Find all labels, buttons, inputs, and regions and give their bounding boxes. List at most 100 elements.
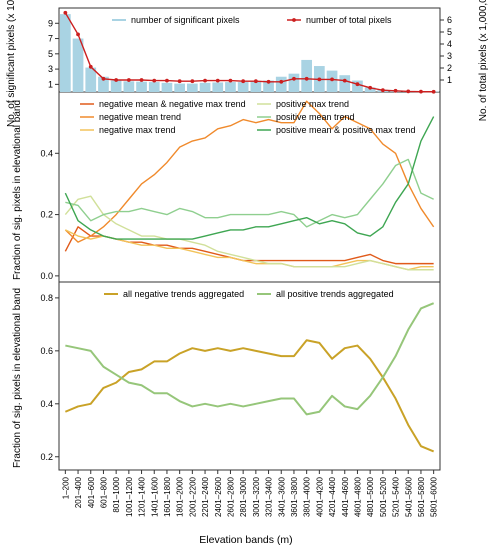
x-tick-label: 4601–4800 (353, 476, 362, 517)
x-tick-label: 2801–3000 (239, 476, 248, 517)
significant-pixels-bar (364, 87, 376, 92)
total-pixels-point (292, 76, 296, 81)
significant-pixels-bar (275, 76, 287, 92)
y-tick-label: 7 (48, 34, 53, 44)
x-tick-label: 3001–3200 (252, 476, 261, 517)
series-line (64, 339, 435, 453)
y-tick-label: 0.8 (40, 293, 53, 303)
total-pixels-point (419, 89, 423, 94)
legend-label: negative max trend (99, 125, 176, 135)
x-tick-label: 601–800 (99, 476, 108, 508)
x-tick-label: 1601–1800 (163, 476, 172, 517)
x-tick-label: 3201–3400 (265, 476, 274, 517)
significant-pixels-bar (136, 81, 147, 92)
total-pixels-point (380, 88, 385, 93)
y2-axis-title-panel-1: No. of total pixels (x 1,000,000) (478, 0, 489, 121)
total-pixels-point (152, 78, 157, 83)
legend-label: positive mean & positive max trend (276, 125, 416, 135)
x-tick-label: 4401–4600 (341, 476, 350, 517)
x-tick-label: 2201–2400 (201, 476, 210, 517)
y2-tick-label: 6 (447, 15, 452, 25)
total-pixels-point (228, 78, 233, 83)
legend-label: number of total pixels (306, 15, 392, 25)
significant-pixels-bar (85, 67, 97, 92)
significant-pixels-bar (301, 59, 312, 92)
y2-tick-label: 3 (447, 51, 452, 61)
total-pixels-point (368, 85, 373, 90)
significant-pixels-bar (174, 83, 185, 92)
significant-pixels-bar (98, 76, 109, 92)
total-pixels-point (126, 78, 131, 82)
axis-titles: Elevation bands (m) No. of significant p… (6, 0, 489, 546)
legends: number of significant pixels number of to… (80, 15, 416, 299)
y-axis-title-panel-2: Fraction of sig. pixels in elevational b… (12, 100, 23, 280)
significant-pixels-bar (326, 70, 338, 92)
x-tick-label: 2001–2200 (188, 476, 197, 517)
total-pixels-line (64, 12, 434, 93)
total-pixels-point (241, 79, 246, 84)
x-tick-label: 3801–4000 (303, 476, 312, 517)
y-tick-label: 0.6 (40, 346, 53, 356)
total-pixels-point (279, 79, 284, 84)
x-tick-label: 1801–2000 (176, 476, 185, 517)
x-tick-label: 1401–1600 (150, 476, 159, 517)
series-line (64, 226, 434, 265)
significant-pixels-bar (148, 82, 160, 92)
total-pixels-point (342, 78, 347, 83)
total-pixels-point (139, 78, 144, 82)
x-tick-label: 3401–3600 (277, 476, 286, 517)
significant-pixels-bar (123, 81, 135, 92)
significant-pixels-bar (199, 82, 211, 92)
x-tick-label: 4201–4400 (328, 476, 337, 517)
x-tick-label: 5401–5600 (404, 476, 413, 517)
x-tick-label: 5001–5200 (379, 476, 388, 517)
total-pixels-point (253, 79, 258, 84)
significant-pixels-bar (161, 82, 173, 92)
total-pixels-point (165, 78, 169, 83)
legend-label: positive max trend (276, 99, 349, 109)
y-tick-label: 3 (48, 64, 53, 74)
significant-pixels-bar (212, 82, 224, 92)
y-tick-label: 0.2 (40, 210, 53, 220)
total-pixels-point (76, 32, 80, 37)
significant-pixels-bar (110, 80, 122, 92)
series-line (65, 158, 434, 228)
significant-pixels-bar (60, 14, 71, 92)
total-pixels-point (317, 77, 322, 82)
significant-pixels-bar (263, 80, 274, 92)
y-axis-title-panel-1: No. of significant pixels (x 10,000) (6, 0, 17, 127)
total-pixels-point (101, 76, 106, 81)
total-pixels-point (203, 78, 207, 83)
significant-pixels-bar (225, 82, 236, 92)
panel-frames (58, 7, 441, 471)
total-pixels-point (304, 76, 309, 81)
y-tick-label: 9 (48, 18, 53, 28)
total-pixels-point (177, 79, 182, 84)
x-tick-label: 801–1000 (112, 476, 121, 512)
series-line (65, 229, 434, 271)
x-tick-label: 2401–2600 (214, 476, 223, 517)
y2-tick-label: 2 (447, 63, 452, 73)
panel-frame-3 (58, 281, 441, 471)
total-pixels-point (406, 89, 411, 94)
x-tick-label: 2601–2800 (226, 476, 235, 517)
legend-label: all positive trends aggregated (276, 289, 394, 299)
x-tick-label: 4801–5000 (366, 476, 375, 517)
series-line (65, 302, 435, 416)
line-series (63, 10, 436, 453)
x-tick-label: 3601–3800 (290, 476, 299, 517)
legend-label: negative mean & negative max trend (99, 99, 246, 109)
y2-tick-label: 1 (447, 75, 452, 85)
series-line (64, 116, 435, 240)
x-tick-label: 5601–5800 (417, 476, 426, 517)
total-pixels-point (190, 79, 195, 84)
x-tick-label: 5201–5400 (392, 476, 401, 517)
x-tick-label: 1201–1400 (138, 476, 147, 517)
legend-swatch-point (292, 18, 296, 22)
y2-tick-label: 4 (447, 39, 452, 49)
significant-pixels-bar (339, 75, 351, 92)
series-line (64, 100, 435, 243)
y2-tick-label: 5 (447, 27, 452, 37)
legend-label: all negative trends aggregated (123, 289, 244, 299)
